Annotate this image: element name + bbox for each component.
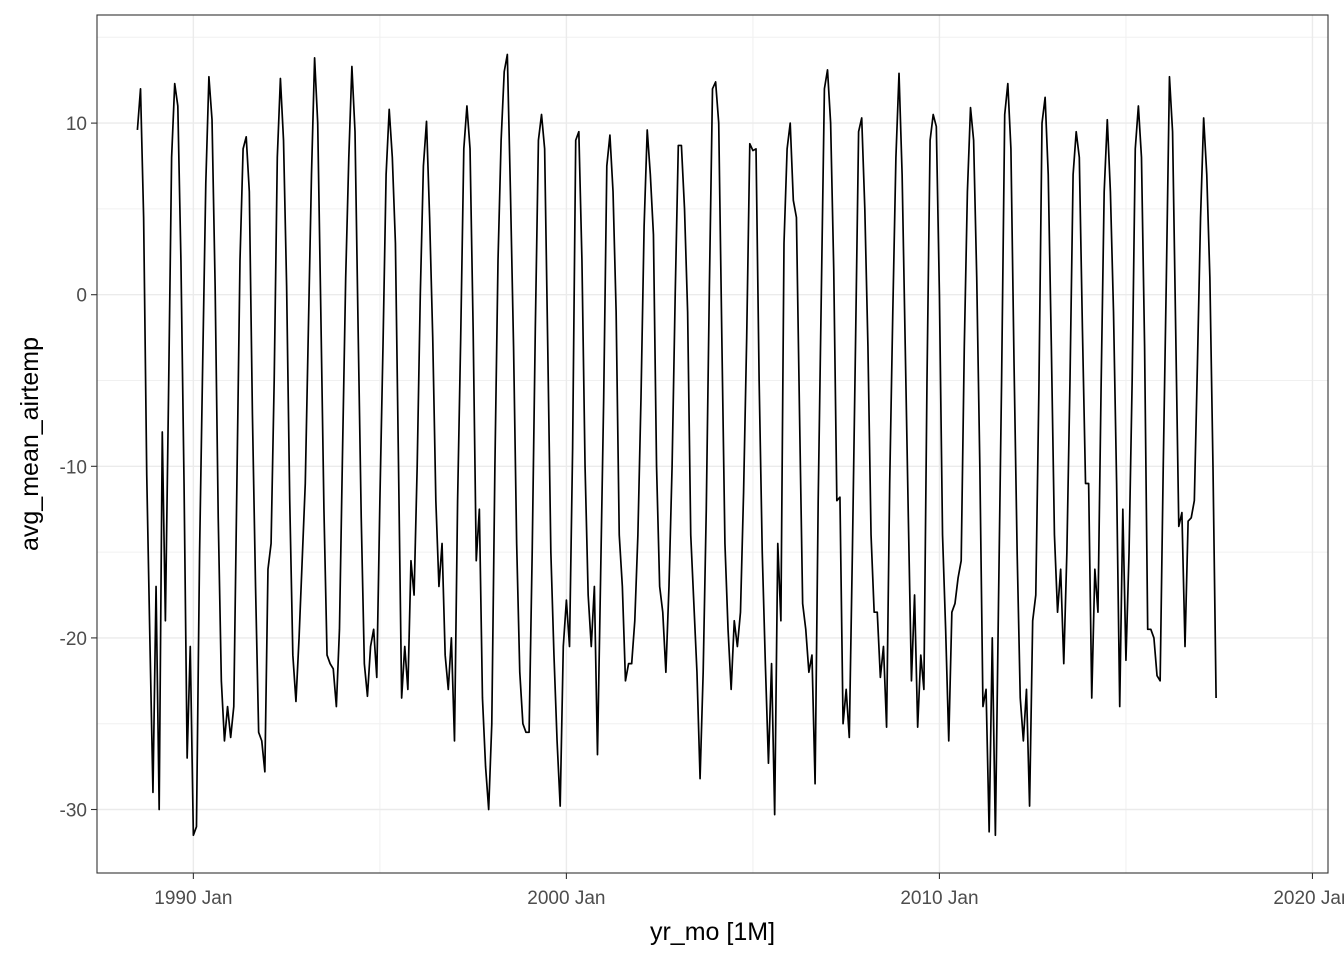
grid-major	[97, 15, 1328, 873]
y-tick-label: -20	[60, 629, 87, 650]
panel-background	[97, 15, 1328, 873]
y-axis-title: avg_mean_airtemp	[16, 337, 44, 551]
x-tick-label: 2000 Jan	[527, 888, 605, 909]
y-tick-label: 0	[76, 286, 87, 307]
x-tick-label: 2020 Jan	[1273, 888, 1344, 909]
y-axis: 10 0 -10 -20 -30	[60, 114, 97, 822]
panel-border	[96, 14, 1329, 874]
grid-minor	[97, 15, 1328, 873]
y-tick-label: 10	[66, 114, 87, 135]
plot-panel	[96, 14, 1329, 874]
series-layer	[136, 53, 1217, 837]
x-axis: 1990 Jan 2000 Jan 2010 Jan 2020 Jan	[154, 873, 1344, 909]
y-tick-label: -30	[60, 801, 87, 822]
y-tick-label: -10	[60, 457, 87, 478]
x-tick-label: 2010 Jan	[900, 888, 978, 909]
x-tick-label: 1990 Jan	[154, 888, 232, 909]
x-axis-title: yr_mo [1M]	[650, 918, 775, 946]
series-line-0	[136, 53, 1217, 837]
